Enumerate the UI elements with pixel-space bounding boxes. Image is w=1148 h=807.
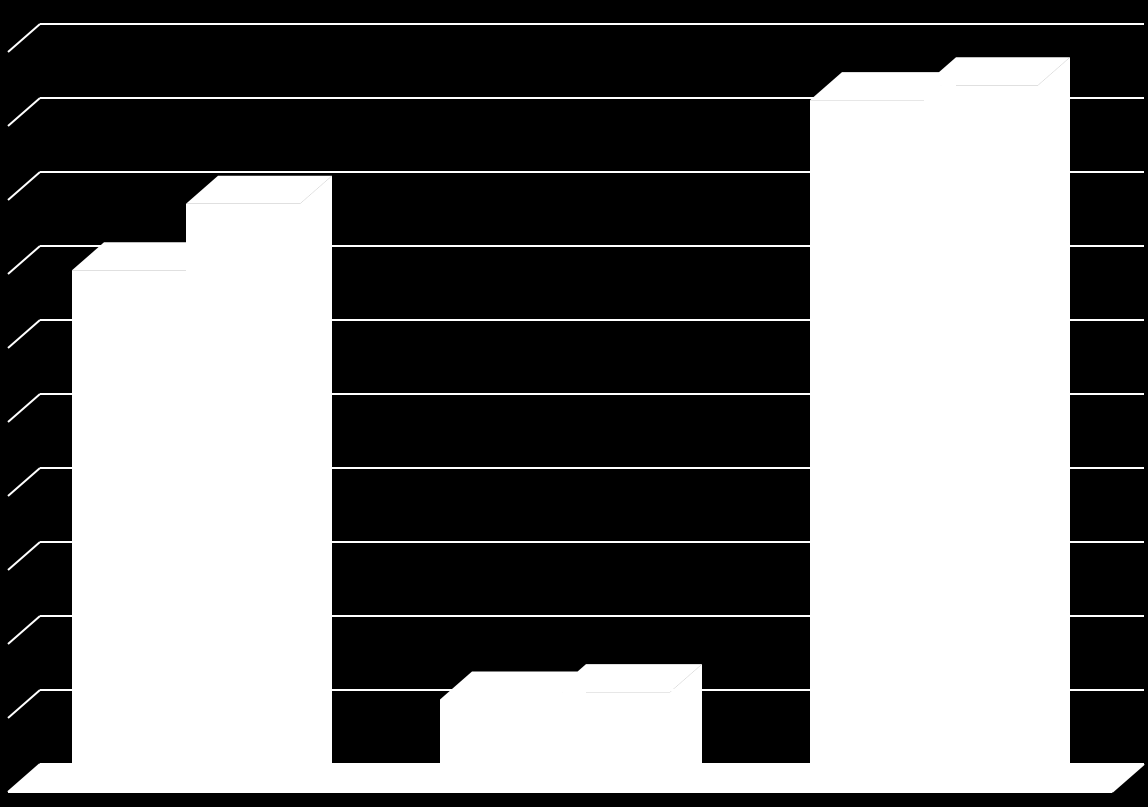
bar-chart-3d [0,0,1148,807]
bar-2b-front [554,692,670,792]
bar-1a-front [72,270,186,792]
bar-1b-front [186,204,300,792]
bar-3b-side [1038,57,1070,792]
bar-3a-front [810,100,924,792]
bar-1b-side [300,176,332,792]
bar-3b-front [924,85,1038,792]
bar-2a-front [440,700,554,793]
